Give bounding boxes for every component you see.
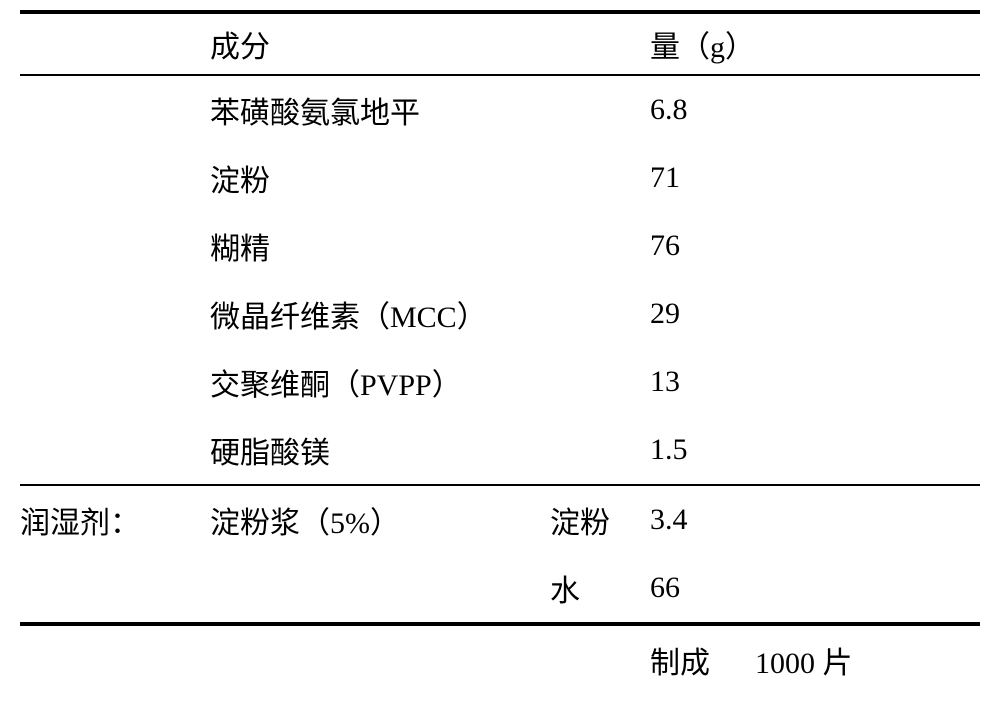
wetting-water-label: 水 <box>550 554 650 624</box>
wetting-label: 润湿剂： <box>20 485 210 554</box>
wetting-paste-label: 淀粉浆（5%） <box>210 485 430 554</box>
formulation-table: 成分 量（g） 苯磺酸氨氯地平 6.8 淀粉 71 糊精 76 微晶纤维素（MC… <box>20 10 980 694</box>
ingredient-amount: 76 <box>650 212 980 280</box>
formulation-table-wrap: 成分 量（g） 苯磺酸氨氯地平 6.8 淀粉 71 糊精 76 微晶纤维素（MC… <box>20 10 980 694</box>
header-ingredient: 成分 <box>210 12 650 75</box>
table-row: 淀粉 71 <box>20 144 980 212</box>
ingredient-amount: 71 <box>650 144 980 212</box>
table-header-row: 成分 量（g） <box>20 12 980 75</box>
ingredient-amount: 6.8 <box>650 75 980 144</box>
ingredient-amount: 29 <box>650 280 980 348</box>
ingredient-name: 硬脂酸镁 <box>210 416 650 485</box>
ingredient-name: 淀粉 <box>210 144 650 212</box>
wetting-starch-label: 淀粉 <box>550 485 650 554</box>
table-row: 交聚维酮（PVPP） 13 <box>20 348 980 416</box>
ingredient-name: 交聚维酮（PVPP） <box>210 348 650 416</box>
ingredient-name: 苯磺酸氨氯地平 <box>210 75 650 144</box>
header-amount: 量（g） <box>650 12 980 75</box>
wetting-starch-value: 3.4 <box>650 485 980 554</box>
yield-label: 制成 <box>650 647 710 680</box>
ingredient-amount: 13 <box>650 348 980 416</box>
wetting-row-1: 润湿剂： 淀粉浆（5%） 淀粉 3.4 <box>20 485 980 554</box>
wetting-row-2: 水 66 <box>20 554 980 624</box>
yield-row: 制成 1000 片 <box>20 624 980 694</box>
table-row: 微晶纤维素（MCC） 29 <box>20 280 980 348</box>
table-row: 糊精 76 <box>20 212 980 280</box>
wetting-water-value: 66 <box>650 554 980 624</box>
table-row: 硬脂酸镁 1.5 <box>20 416 980 485</box>
yield-cell: 制成 1000 片 <box>650 624 980 694</box>
ingredient-name: 微晶纤维素（MCC） <box>210 280 650 348</box>
table-row: 苯磺酸氨氯地平 6.8 <box>20 75 980 144</box>
yield-value: 1000 片 <box>755 647 853 680</box>
ingredient-name: 糊精 <box>210 212 650 280</box>
ingredient-amount: 1.5 <box>650 416 980 485</box>
